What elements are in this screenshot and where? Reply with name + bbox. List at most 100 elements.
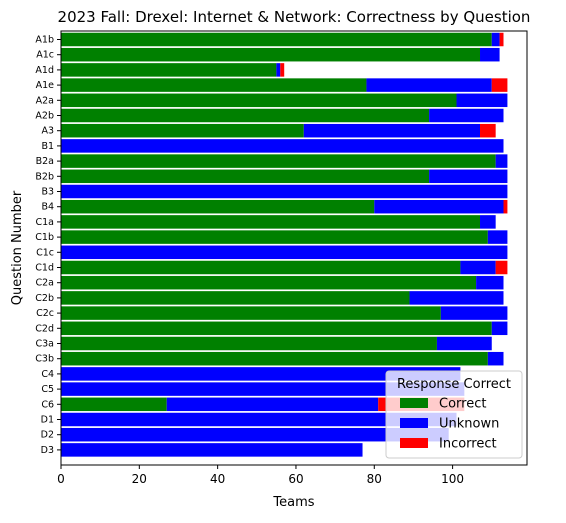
bar-correct-b2a bbox=[61, 154, 496, 168]
bar-unknown-c1d bbox=[460, 260, 496, 275]
y-tick-label: C1a bbox=[36, 217, 55, 228]
y-tick-label: C2c bbox=[36, 308, 54, 319]
legend-swatch-correct bbox=[400, 398, 428, 408]
bar-unknown-c2b bbox=[409, 291, 504, 305]
y-tick-label: D3 bbox=[41, 445, 54, 456]
bar-unknown-c5 bbox=[61, 382, 465, 396]
bar-correct-c3b bbox=[61, 351, 488, 366]
x-tick-label: 0 bbox=[57, 472, 65, 486]
bar-correct-c3a bbox=[61, 336, 437, 351]
bar-correct-a2b bbox=[61, 108, 430, 123]
y-tick-label: C1b bbox=[35, 232, 54, 243]
bar-unknown-a3 bbox=[303, 123, 481, 138]
bar-unknown-d2 bbox=[61, 427, 449, 442]
y-axis-label: Question Number bbox=[10, 190, 25, 305]
bar-incorrect-a1d bbox=[280, 63, 285, 77]
y-tick-label: C5 bbox=[41, 384, 54, 395]
y-tick-label: D1 bbox=[41, 415, 54, 426]
plot-frame bbox=[60, 30, 528, 466]
y-tick-label: C2a bbox=[36, 278, 55, 289]
y-tick-label: A2b bbox=[35, 111, 54, 122]
y-tick-label: C1c bbox=[36, 247, 54, 258]
y-tick-label: A1b bbox=[35, 35, 54, 46]
bar-unknown-c1b bbox=[487, 230, 508, 244]
x-tick-label: 100 bbox=[441, 472, 464, 486]
x-axis-label: Teams bbox=[272, 495, 314, 510]
x-tick-label: 80 bbox=[367, 472, 382, 486]
y-axis-ticks: A1b A1c A1d A1e A2a A2b A3 B1 B2a B2b B3 B4 C1a C1b C1… bbox=[35, 35, 61, 456]
y-tick-label: B1 bbox=[41, 141, 54, 152]
y-tick-label: D2 bbox=[41, 430, 54, 441]
bar-incorrect-c1d bbox=[495, 260, 508, 275]
x-tick-label: 20 bbox=[132, 472, 147, 486]
bar-unknown-c1c bbox=[61, 245, 508, 260]
bar-correct-c1a bbox=[61, 215, 481, 229]
y-tick-label: B3 bbox=[41, 187, 54, 198]
bar-unknown-b4 bbox=[374, 199, 504, 214]
bar-correct-a1b bbox=[61, 32, 492, 47]
legend-title: Response Correct bbox=[397, 377, 511, 392]
x-axis-ticks: 0 20 40 60 80 100 bbox=[57, 465, 464, 486]
bar-unknown-c3b bbox=[487, 351, 504, 366]
y-tick-label: C3a bbox=[36, 339, 55, 350]
bar-unknown-a2a bbox=[456, 93, 508, 108]
bar-unknown-a1b bbox=[491, 32, 500, 47]
y-tick-label: C2d bbox=[35, 323, 54, 334]
legend-label-incorrect: Incorrect bbox=[439, 437, 497, 452]
y-tick-label: C2b bbox=[35, 293, 54, 304]
bar-correct-c1b bbox=[61, 230, 488, 244]
bar-correct-b2b bbox=[61, 169, 430, 184]
legend-box bbox=[385, 370, 523, 459]
y-tick-label: C6 bbox=[41, 399, 54, 410]
legend-label-unknown: Unknown bbox=[439, 417, 499, 432]
bar-unknown-b1 bbox=[61, 139, 504, 153]
bar-unknown-c2a bbox=[476, 275, 504, 290]
bar-correct-a2a bbox=[61, 93, 457, 108]
chart-title: 2023 Fall: Drexel: Internet & Network: C… bbox=[58, 8, 531, 26]
bar-correct-c2a bbox=[61, 275, 477, 290]
legend-label-correct: Correct bbox=[439, 397, 486, 412]
y-tick-label: B2b bbox=[35, 171, 54, 182]
bar-group bbox=[61, 32, 508, 457]
bar-correct-c6 bbox=[61, 397, 167, 412]
y-tick-label: C4 bbox=[41, 369, 54, 380]
bar-correct-a1d bbox=[61, 63, 277, 77]
bar-unknown-c1a bbox=[480, 215, 496, 229]
bar-correct-b4 bbox=[61, 199, 375, 214]
bar-unknown-d3 bbox=[61, 443, 363, 457]
bar-unknown-d1 bbox=[61, 412, 457, 427]
bar-correct-a1e bbox=[61, 78, 367, 92]
bar-correct-a3 bbox=[61, 123, 304, 138]
bar-unknown-b3 bbox=[61, 184, 508, 199]
y-tick-label: B4 bbox=[41, 202, 54, 213]
y-tick-label: C3b bbox=[35, 354, 54, 365]
legend: Response Correct Correct Unknown Incorrect bbox=[385, 370, 523, 459]
bar-unknown-c2c bbox=[440, 306, 508, 320]
bar-incorrect-b4 bbox=[503, 199, 508, 214]
y-tick-label: A1d bbox=[35, 65, 54, 76]
y-tick-label: A1c bbox=[36, 50, 54, 61]
y-tick-label: A1e bbox=[36, 80, 55, 91]
bar-unknown-a2b bbox=[429, 108, 504, 123]
y-tick-label: A2a bbox=[36, 95, 54, 106]
bar-incorrect-a1b bbox=[499, 32, 504, 47]
bar-unknown-b2a bbox=[495, 154, 508, 168]
legend-swatch-incorrect bbox=[400, 438, 428, 448]
legend-items: Correct Unknown Incorrect bbox=[400, 397, 499, 452]
bar-unknown-a1d bbox=[276, 63, 281, 77]
bar-incorrect-a1e bbox=[491, 78, 508, 92]
x-tick-label: 60 bbox=[288, 472, 303, 486]
bar-correct-c2d bbox=[61, 321, 492, 336]
bar-unknown-a1c bbox=[480, 47, 500, 62]
legend-swatch-unknown bbox=[400, 418, 428, 428]
x-tick-label: 40 bbox=[210, 472, 225, 486]
bar-unknown-a1e bbox=[366, 78, 492, 92]
bar-unknown-c2d bbox=[491, 321, 508, 336]
bar-unknown-b2b bbox=[429, 169, 508, 184]
bar-incorrect-a3 bbox=[480, 123, 496, 138]
bar-correct-c1d bbox=[61, 260, 461, 275]
bar-correct-c2c bbox=[61, 306, 441, 320]
bar-unknown-c3a bbox=[436, 336, 492, 351]
